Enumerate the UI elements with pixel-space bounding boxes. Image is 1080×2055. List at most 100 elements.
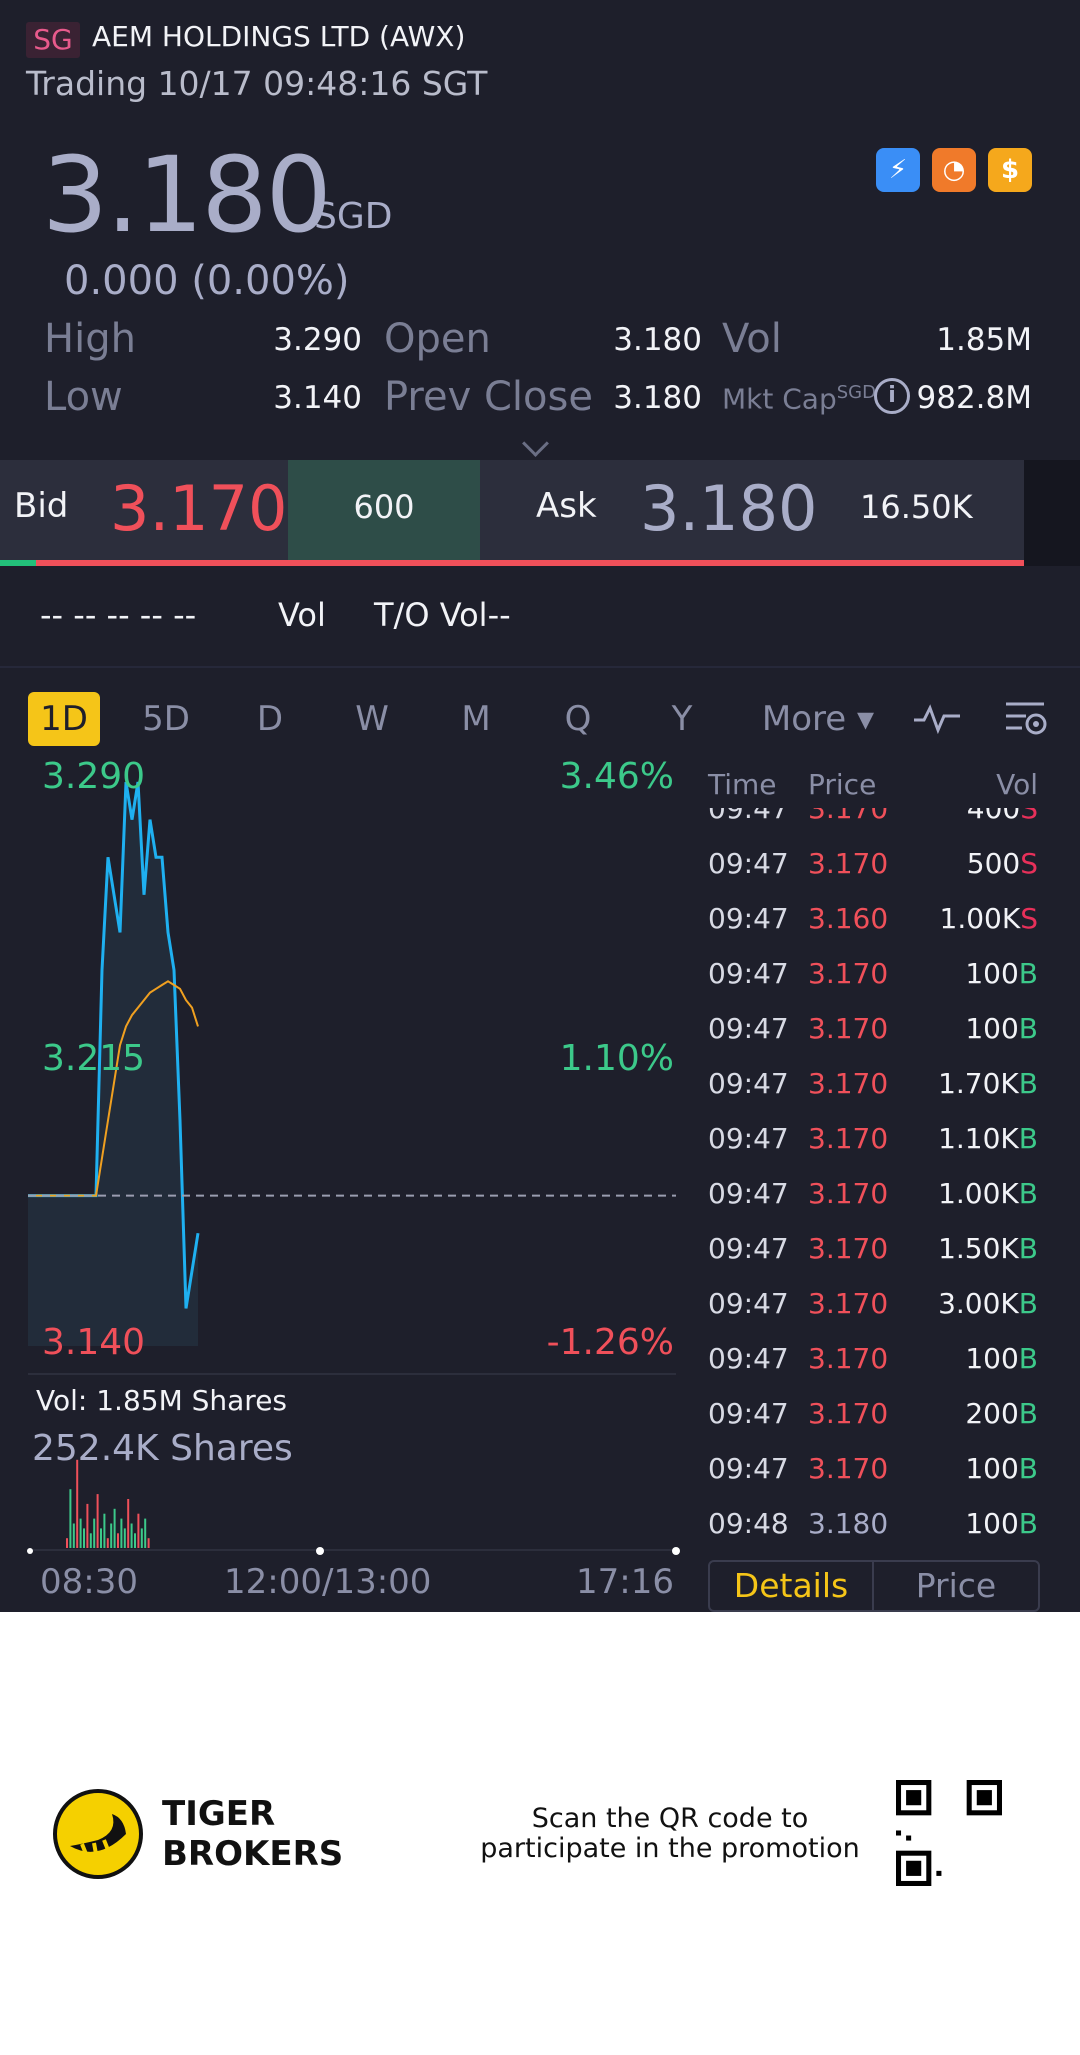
bid-ask-bar[interactable] — [0, 460, 1024, 560]
tick-time: 09:47 — [708, 1287, 789, 1320]
ask-label: Ask — [536, 486, 597, 526]
divider — [0, 666, 1080, 668]
last-price: 3.180 — [42, 134, 332, 256]
tick-side: B — [1018, 1507, 1038, 1540]
volume-bar — [83, 1528, 85, 1548]
tick-volume: 1.10KB — [938, 1122, 1038, 1155]
tick-row: 09:47 3.170 500S — [708, 835, 1040, 890]
volume-bar — [86, 1503, 89, 1548]
tick-volume: 200B — [965, 1397, 1038, 1430]
pct-label-mid: 1.10% — [559, 1038, 674, 1079]
tab-details[interactable]: Details — [733, 1566, 849, 1605]
gauge-icon[interactable]: ◔ — [932, 148, 976, 192]
ticks-header-vol: Vol — [996, 768, 1038, 801]
volume-bar — [117, 1533, 119, 1548]
tick-row: 09:47 3.170 100B — [708, 1440, 1040, 1495]
tick-volume: 500S — [966, 847, 1038, 880]
open-value: 3.180 — [613, 322, 702, 358]
period-y[interactable]: Y — [671, 699, 693, 739]
period-m[interactable]: M — [461, 699, 491, 739]
tick-row: 09:47 3.170 400S — [708, 808, 1040, 835]
volume-bar — [106, 1538, 109, 1548]
indicator-icon[interactable] — [912, 700, 962, 740]
y-label-bottom: 3.140 — [42, 1322, 146, 1363]
tick-row: 09:47 3.170 100B — [708, 1330, 1040, 1385]
period-w[interactable]: W — [355, 699, 389, 739]
tick-volume: 3.00KB — [938, 1287, 1038, 1320]
tick-side: B — [1018, 1397, 1038, 1430]
tick-row: 09:47 3.170 1.70KB — [708, 1055, 1040, 1110]
period-1d[interactable]: 1D — [28, 692, 100, 746]
mkt-cap-value: 982.8M — [916, 380, 1033, 416]
volume-summary: Vol: 1.85M Shares — [36, 1384, 288, 1417]
tick-time: 09:47 — [708, 1012, 789, 1045]
tick-volume: 100B — [965, 1507, 1038, 1540]
tab-price[interactable]: Price — [915, 1566, 997, 1605]
period-5d[interactable]: 5D — [142, 699, 190, 739]
stock-name: AEM HOLDINGS LTD (AWX) — [92, 20, 466, 53]
vol-label: Vol — [722, 316, 782, 362]
tick-price: 3.170 — [808, 1232, 889, 1265]
prev-close-label: Prev Close — [384, 374, 593, 420]
volume-bar — [134, 1533, 136, 1548]
tick-price: 3.180 — [808, 1507, 889, 1540]
market-flag: SG — [26, 22, 80, 58]
ask-ratio-bar — [36, 560, 1024, 566]
volume-bar — [76, 1459, 79, 1548]
high-label: High — [44, 316, 136, 362]
tick-row: 09:47 3.170 1.00KB — [708, 1165, 1040, 1220]
price-change: 0.000 (0.00%) — [64, 258, 350, 304]
tick-side: B — [1018, 1067, 1038, 1100]
tick-row: 09:48 3.180 100B — [708, 1495, 1040, 1550]
tick-time: 09:47 — [708, 1452, 789, 1485]
volume-bar — [66, 1538, 68, 1548]
tick-price: 3.170 — [808, 1012, 889, 1045]
vol-value: 1.85M — [936, 322, 1032, 358]
more-dropdown[interactable]: More ▾ — [761, 699, 875, 739]
dollar-icon[interactable]: $ — [988, 148, 1032, 192]
ask-quantity: 16.50K — [860, 488, 973, 526]
dash-placeholders: -- -- -- -- -- — [40, 596, 197, 634]
qr-code[interactable] — [896, 1780, 1002, 1886]
volume-bar — [100, 1528, 102, 1548]
period-d[interactable]: D — [256, 699, 284, 739]
lightning-icon[interactable]: ⚡ — [876, 148, 920, 192]
period-q[interactable]: Q — [564, 699, 592, 739]
info-icon[interactable]: i — [874, 378, 910, 414]
tick-time: 09:48 — [708, 1507, 789, 1540]
ticks-tab-group — [708, 1560, 1040, 1612]
tick-price: 3.170 — [808, 1397, 889, 1430]
tick-side: B — [1018, 1452, 1038, 1485]
chart-settings-icon[interactable] — [1004, 698, 1048, 742]
high-value: 3.290 — [273, 322, 362, 358]
bid-price: 3.170 — [110, 472, 288, 545]
currency-label: SGD — [314, 196, 393, 237]
tiger-logo-icon — [52, 1788, 144, 1884]
ticks-header-time: Time — [708, 768, 777, 801]
tick-volume: 1.00KB — [938, 1177, 1038, 1210]
volume-bar — [96, 1494, 99, 1548]
tick-row: 09:47 3.170 3.00KB — [708, 1275, 1040, 1330]
tick-list[interactable]: 09:47 3.170 400S 09:47 3.170 500S 09:47 3.160 1.… — [708, 808, 1040, 1554]
tick-row: 09:47 3.170 100B — [708, 1000, 1040, 1055]
tick-price: 3.170 — [808, 1452, 889, 1485]
volume-bar — [103, 1513, 106, 1548]
tick-side: B — [1018, 1177, 1038, 1210]
tick-side: B — [1018, 1232, 1038, 1265]
tick-side: B — [1018, 1012, 1038, 1045]
tick-volume: 1.50KB — [938, 1232, 1038, 1265]
tick-side: B — [1018, 1122, 1038, 1155]
low-label: Low — [44, 374, 123, 420]
volume-bar — [127, 1499, 130, 1548]
tick-price: 3.170 — [808, 1067, 889, 1100]
promo-text: Scan the QR code to participate in the p… — [480, 1803, 860, 1864]
intraday-chart[interactable] — [0, 760, 690, 1570]
pct-label-bottom: -1.26% — [546, 1322, 674, 1363]
trading-status: Trading 10/17 09:48:16 SGT — [26, 64, 488, 103]
turnover-vol: T/O Vol-- — [374, 596, 511, 634]
open-label: Open — [384, 316, 491, 362]
ticks-header-price: Price — [808, 768, 877, 801]
tick-price: 3.160 — [808, 902, 889, 935]
tick-time: 09:47 — [708, 808, 789, 825]
tick-side: B — [1018, 1287, 1038, 1320]
